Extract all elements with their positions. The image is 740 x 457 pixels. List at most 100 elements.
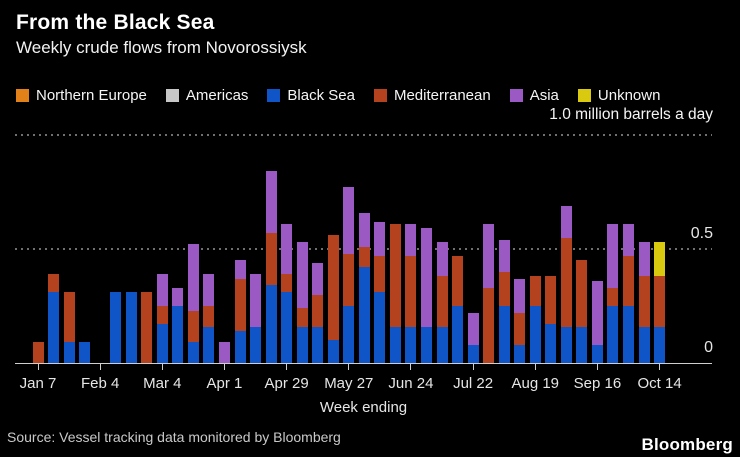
bar-segment	[110, 292, 122, 363]
bar-segment	[607, 223, 619, 288]
bar-segment	[32, 342, 44, 363]
bar-segment	[498, 271, 510, 306]
bar-segment	[654, 242, 666, 277]
bar-segment	[327, 340, 339, 363]
x-tick-label: Apr 29	[264, 375, 309, 392]
bar-segment	[576, 260, 588, 327]
bar-segment	[187, 244, 199, 311]
bar-segment	[591, 344, 603, 363]
bar-segment	[234, 278, 246, 332]
bar-segment	[498, 239, 510, 272]
x-tick-label: Apr 1	[206, 375, 243, 392]
legend-label: Unknown	[597, 87, 661, 104]
bar-segment	[514, 278, 526, 313]
bar-segment	[436, 326, 448, 363]
bar-segment	[498, 306, 510, 363]
bar-segment	[281, 274, 293, 293]
legend-swatch-icon	[509, 89, 523, 102]
bar-segment	[312, 326, 324, 363]
x-tick	[223, 364, 225, 370]
bar-segment	[79, 342, 91, 363]
bar-segment	[607, 287, 619, 306]
bar-segment	[265, 171, 277, 234]
x-tick	[348, 364, 350, 370]
bar-segment	[623, 223, 635, 256]
bar-segment	[374, 255, 386, 293]
bar-segment	[452, 306, 464, 363]
legend-swatch-icon	[165, 89, 179, 102]
bar-segment	[389, 326, 401, 363]
bar-segment	[529, 306, 541, 363]
legend-item: Black Sea	[267, 87, 355, 104]
bar-segment	[125, 292, 137, 363]
bar-segment	[374, 221, 386, 256]
bar-segment	[654, 276, 666, 327]
bar-segment	[172, 306, 184, 363]
bloomberg-logo: Bloomberg	[641, 435, 733, 454]
legend-swatch-icon	[577, 89, 591, 102]
bar-segment	[172, 287, 184, 306]
x-tick	[37, 364, 39, 370]
bar-segment	[203, 326, 215, 363]
bar-segment	[389, 223, 401, 327]
bar-segment	[156, 306, 168, 325]
legend-swatch-icon	[373, 89, 387, 102]
bar-segment	[265, 233, 277, 286]
bar-segment	[343, 306, 355, 363]
bar-segment	[327, 235, 339, 341]
legend-item: Unknown	[577, 87, 661, 104]
bar-segment	[405, 326, 417, 363]
bar-segment	[576, 326, 588, 363]
bar-segment	[265, 285, 277, 363]
legend-swatch-icon	[267, 89, 281, 102]
x-tick-label: Aug 19	[511, 375, 560, 392]
legend-item: Asia	[509, 87, 559, 104]
x-tick-label: Mar 4	[143, 375, 182, 392]
legend-item: Americas	[165, 87, 248, 104]
legend-label: Asia	[529, 87, 559, 104]
bar-segment	[250, 326, 262, 363]
legend-label: Black Sea	[287, 87, 355, 104]
bar-segment	[250, 274, 262, 327]
bar-segment	[452, 255, 464, 306]
x-tick	[596, 364, 598, 370]
bar-segment	[281, 292, 293, 363]
bar-segment	[607, 306, 619, 363]
bar-segment	[467, 344, 479, 363]
source-note: Source: Vessel tracking data monitored b…	[7, 429, 341, 445]
bar-segment	[421, 326, 432, 363]
x-tick	[161, 364, 163, 370]
legend-item: Northern Europe	[16, 87, 147, 104]
bar-segment	[421, 228, 432, 327]
y-tick-label: 0.5	[690, 225, 713, 242]
bar-segment	[358, 246, 370, 268]
bar-segment	[281, 223, 293, 275]
bar-segment	[141, 292, 153, 363]
bar-segment	[187, 310, 199, 343]
bar-segment	[529, 276, 541, 306]
bar-segment	[358, 267, 370, 363]
bar-segment	[312, 262, 324, 295]
page-title: From the Black Sea	[16, 11, 215, 34]
bar-segment	[405, 223, 417, 256]
bar-segment	[296, 242, 308, 309]
x-tick	[99, 364, 101, 370]
legend-swatch-icon	[16, 89, 29, 102]
bar-segment	[514, 344, 526, 363]
legend-label: Northern Europe	[36, 87, 147, 104]
bar-segment	[405, 255, 417, 327]
x-tick	[659, 364, 661, 370]
bar-segment	[591, 280, 603, 345]
bar-segment	[436, 242, 448, 277]
page-subtitle: Weekly crude flows from Novorossiysk	[16, 38, 307, 57]
bar-segment	[436, 276, 448, 327]
bar-segment	[483, 287, 495, 363]
bar-segment	[296, 326, 308, 363]
bar-segment	[638, 326, 650, 363]
bar-segment	[218, 342, 230, 363]
x-tick	[534, 364, 536, 370]
gridline	[15, 134, 712, 136]
bar-segment	[187, 342, 199, 363]
